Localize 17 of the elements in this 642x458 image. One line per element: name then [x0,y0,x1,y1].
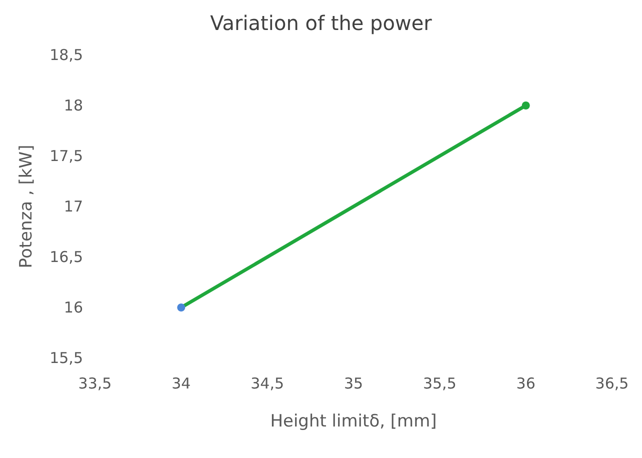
y-tick-label: 18 [64,96,83,114]
y-tick-label: 17,5 [50,147,83,165]
x-tick-label: 35,5 [422,374,456,392]
chart-title: Variation of the power [210,11,433,35]
y-tick-label: 18,5 [50,46,83,64]
x-tick-label: 35 [344,374,364,392]
x-tick-label: 34,5 [250,374,284,392]
x-tick-label: 36 [516,374,536,392]
x-axis-title: Height limitδ, [mm] [270,412,437,432]
y-tick-label: 15,5 [50,349,83,367]
y-tick-label: 16,5 [50,248,83,266]
y-axis-title: Potenza , [kW] [16,144,36,268]
x-tick-label: 33,5 [78,374,112,392]
y-tick-label: 16 [64,298,83,316]
x-tick-label: 36,5 [595,374,629,392]
y-tick-label: 17 [64,198,83,216]
x-tick-label: 34 [172,374,191,392]
